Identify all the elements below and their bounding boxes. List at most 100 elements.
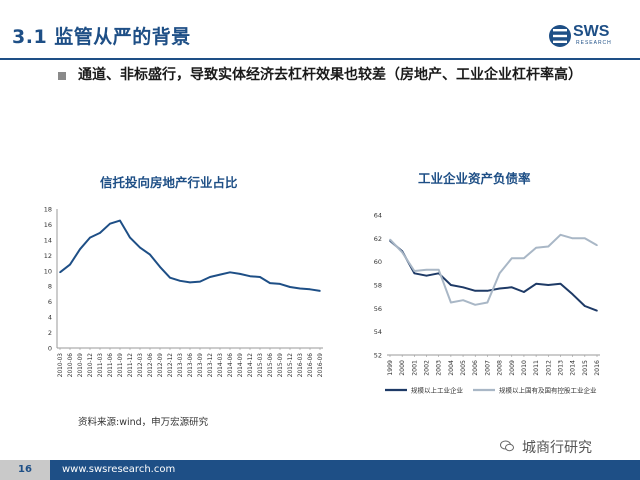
- x-tick-label: 2010-09: [78, 353, 84, 378]
- logo-text: SWS: [573, 23, 610, 40]
- x-tick-label: 2011-09: [118, 353, 124, 378]
- data-point: [169, 276, 171, 279]
- x-tick-label: 2002: [424, 360, 431, 376]
- y-tick-label: 62: [374, 235, 382, 243]
- data-point: [450, 301, 452, 304]
- data-point: [596, 309, 598, 312]
- series-line-0: [389, 239, 598, 312]
- data-point: [535, 246, 537, 249]
- data-point: [596, 244, 598, 247]
- data-point: [462, 299, 464, 301]
- data-point: [309, 288, 311, 291]
- y-tick-label: 12: [44, 252, 52, 260]
- x-tick-label: 2010-06: [68, 353, 74, 378]
- x-tick-label: 2012: [545, 360, 552, 376]
- data-point: [149, 253, 151, 256]
- legend-label-0: 规模以上工业企业: [411, 386, 464, 395]
- data-point: [547, 245, 550, 248]
- data-point: [209, 276, 211, 278]
- source-note: 资料来源:wind，申万宏源研究: [78, 417, 209, 428]
- sws-logo-icon: [549, 25, 571, 47]
- x-tick-label: 2010-03: [58, 353, 64, 378]
- x-tick-label: 2008: [497, 360, 504, 376]
- chart-2-title: 工业企业资产负债率: [418, 171, 531, 186]
- data-point: [89, 236, 91, 239]
- data-point: [498, 287, 501, 290]
- data-point: [571, 237, 574, 240]
- data-point: [79, 248, 81, 250]
- data-point: [59, 271, 61, 274]
- x-tick-label: 2013-03: [178, 353, 184, 378]
- y-tick-label: 4: [48, 314, 52, 322]
- x-tick-label: 2012-12: [168, 353, 174, 378]
- series-line-0: [59, 219, 321, 292]
- y-tick-label: 2: [48, 329, 52, 337]
- x-tick-label: 2012-03: [138, 353, 144, 378]
- data-point: [523, 257, 525, 259]
- bullet-square-icon: [58, 72, 66, 80]
- x-tick-label: 2016: [594, 360, 601, 376]
- data-point: [474, 290, 476, 292]
- x-tick-label: 2011-06: [108, 353, 114, 378]
- x-tick-label: 2013-09: [198, 353, 204, 378]
- x-tick-label: 2012-09: [158, 353, 164, 378]
- y-tick-label: 64: [374, 212, 382, 220]
- y-tick-label: 10: [44, 267, 52, 275]
- data-point: [450, 284, 452, 286]
- x-tick-label: 2015-09: [278, 353, 284, 378]
- x-tick-label: 2015-03: [258, 353, 264, 378]
- data-point: [299, 287, 301, 290]
- data-point: [413, 270, 416, 272]
- y-tick-label: 16: [44, 221, 52, 229]
- data-point: [129, 236, 131, 239]
- data-point: [269, 282, 271, 284]
- data-point: [523, 291, 525, 293]
- data-point: [159, 266, 161, 268]
- x-tick-label: 2001: [411, 360, 418, 376]
- data-point: [559, 283, 562, 285]
- data-point: [559, 234, 562, 236]
- data-point: [259, 276, 261, 278]
- x-tick-label: 2012-06: [148, 353, 154, 378]
- x-tick-label: 2014-09: [238, 353, 244, 378]
- data-point: [199, 280, 201, 283]
- data-point: [279, 283, 281, 285]
- data-point: [401, 251, 403, 254]
- title-divider: [0, 58, 640, 60]
- data-point: [425, 274, 428, 277]
- x-tick-label: 2003: [436, 360, 443, 376]
- x-tick-label: 2013: [557, 360, 564, 376]
- y-tick-label: 60: [374, 258, 382, 266]
- x-tick-label: 2013-06: [188, 353, 194, 378]
- x-tick-label: 2016-06: [308, 353, 314, 378]
- y-tick-label: 56: [374, 305, 382, 313]
- data-point: [289, 286, 291, 288]
- data-point: [239, 273, 241, 275]
- data-point: [511, 286, 513, 289]
- x-tick-label: 2000: [399, 360, 406, 376]
- y-tick-label: 8: [48, 283, 52, 291]
- data-point: [69, 263, 71, 266]
- x-tick-label: 2007: [484, 360, 491, 376]
- data-point: [139, 246, 141, 249]
- x-tick-label: 2010: [521, 360, 528, 376]
- x-tick-label: 2015-06: [268, 353, 274, 378]
- x-tick-label: 2013-12: [208, 353, 214, 378]
- data-point: [437, 269, 440, 271]
- data-point: [219, 273, 221, 276]
- bullet-text: 通道、非标盛行，导致实体经济去杠杆效果也较差（房地产、工业企业杠杆率高）: [78, 67, 582, 83]
- wechat-icon: [500, 440, 514, 452]
- page-title: 3.1 监管从严的背景: [12, 26, 191, 48]
- footer-url[interactable]: www.swsresearch.com: [62, 464, 176, 475]
- x-tick-label: 2015-12: [288, 353, 294, 378]
- data-point: [179, 280, 181, 282]
- y-tick-label: 14: [44, 236, 52, 244]
- y-tick-label: 18: [44, 206, 52, 214]
- x-tick-label: 2014: [570, 360, 577, 376]
- x-tick-label: 2009: [509, 360, 516, 376]
- data-point: [99, 232, 101, 234]
- data-point: [486, 290, 489, 292]
- data-point: [425, 269, 428, 271]
- x-tick-label: 2014-03: [218, 353, 224, 378]
- x-tick-label: 2006: [472, 360, 479, 376]
